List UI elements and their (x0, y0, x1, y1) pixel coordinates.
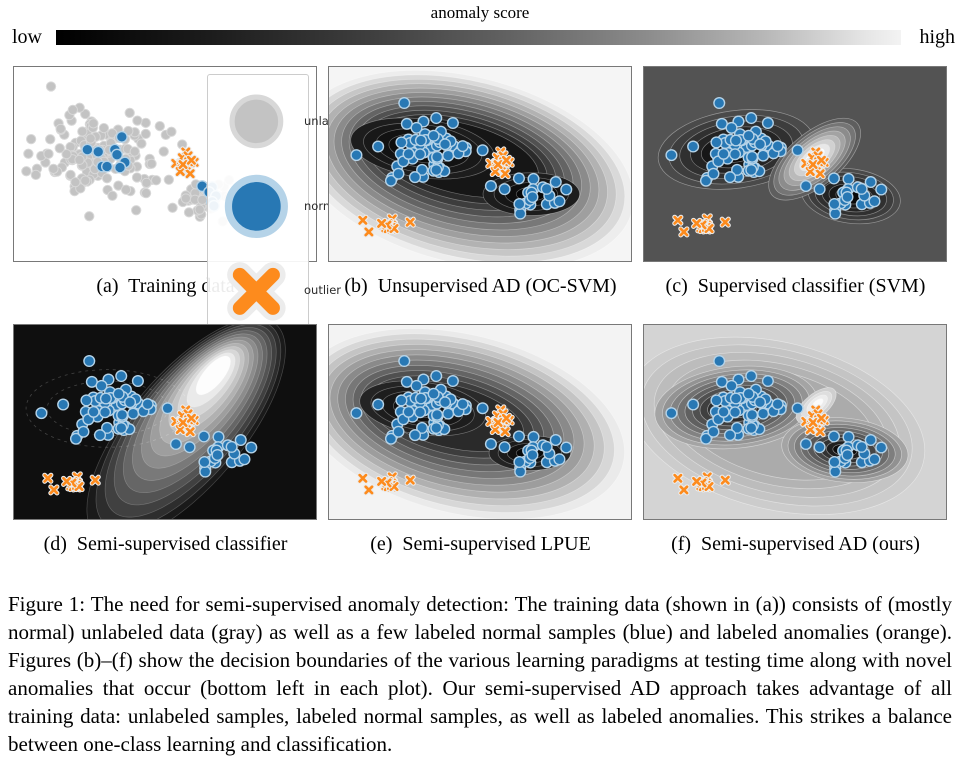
novel-outlier-singles-points (357, 472, 416, 496)
novel-outlier-singles-points (42, 472, 101, 496)
legend: unlabelednormal outlier (207, 74, 361, 339)
panel-grid: unlabelednormal outlier (a) Training data… (0, 66, 960, 582)
labeled-outliers-points (485, 404, 515, 438)
panel-c: (c) Supervised classifier (SVM) (643, 66, 948, 324)
labeled-outliers-points (800, 146, 830, 180)
test-blue-2-points (498, 430, 573, 478)
colorbar-title: anomaly score (430, 3, 530, 22)
panel-f-canvas (644, 325, 946, 519)
panel-c-caption: (c) Supervised classifier (SVM) (665, 275, 926, 297)
labeled-outliers-points (170, 404, 200, 438)
panel-f-caption: (f) Semi-supervised AD (ours) (671, 533, 920, 555)
test-blue-2-points (498, 172, 573, 220)
panel-d-plot (13, 324, 317, 520)
novel-outlier-cluster-points (691, 471, 715, 493)
novel-outlier-cluster-points (691, 213, 715, 235)
panel-b-caption: (b) Unsupervised AD (OC-SVM) (344, 275, 617, 297)
test-blue-2-points (813, 172, 888, 220)
novel-outlier-cluster-points (376, 213, 400, 235)
colorbar-row: low high (0, 25, 960, 49)
panel-c-canvas (644, 67, 946, 261)
panel-b-plot (328, 66, 632, 262)
test-blue-2-points (183, 430, 258, 478)
panel-a: unlabelednormal outlier (a) Training data (13, 66, 361, 339)
normal-marker-icon (225, 174, 289, 238)
figure-caption: Figure 1: The need for semi-supervised a… (8, 592, 952, 756)
panel-row-1: unlabelednormal outlier (a) Training data… (13, 66, 960, 339)
test-blue-1-points (665, 97, 812, 193)
panel-d-canvas (14, 325, 316, 519)
labeled-outliers-points (800, 404, 830, 438)
panel-e-caption: (e) Semi-supervised LPUE (370, 533, 591, 555)
colorbar-high-label: high (919, 26, 955, 48)
panel-b-canvas (329, 67, 631, 261)
novel-outlier-cluster-points (376, 471, 400, 493)
panel-c-plot (643, 66, 947, 262)
panel-d-caption: (d) Semi-supervised classifier (43, 533, 288, 555)
test-blue-2-points (813, 430, 888, 478)
labeled-outliers-points (170, 146, 200, 180)
test-blue-1-points (35, 355, 182, 451)
panel-row-2: (d) Semi-supervised classifier (e) Semi-… (13, 324, 960, 582)
train-gray-1-points (21, 81, 188, 222)
panel-a-caption: (a) Training data (96, 275, 235, 297)
test-blue-1-points (665, 355, 812, 451)
panel-e-canvas (329, 325, 631, 519)
legend-item-unlabeled: unlabeled (217, 82, 361, 161)
panel-f-plot (643, 324, 947, 520)
legend-item-normal: normal (217, 167, 344, 246)
colorbar-low-label: low (12, 26, 42, 48)
legend-item-outlier: outlier (217, 252, 341, 331)
panel-f: (f) Semi-supervised AD (ours) (643, 324, 948, 582)
novel-outlier-singles-points (672, 472, 731, 496)
test-blue-1-points (350, 97, 497, 193)
panel-e-plot (328, 324, 632, 520)
colorbar: anomaly score low high (0, 0, 960, 49)
panel-e: (e) Semi-supervised LPUE (328, 324, 633, 582)
test-blue-1-points (350, 355, 497, 451)
panel-b: (b) Unsupervised AD (OC-SVM) (328, 66, 633, 324)
panel-a-plot: unlabelednormal outlier (13, 66, 361, 339)
train-blue-1-points (81, 130, 131, 174)
legend-item-label: outlier (304, 283, 342, 298)
novel-outlier-singles-points (357, 214, 416, 238)
colorbar-gradient-bar (56, 29, 901, 45)
labeled-outliers-points (485, 146, 515, 180)
outlier-marker-icon (227, 261, 286, 321)
novel-outlier-singles-points (672, 214, 731, 238)
panel-d: (d) Semi-supervised classifier (13, 324, 318, 582)
novel-outlier-cluster-points (61, 471, 85, 493)
unlabeled-marker-icon (229, 94, 284, 149)
